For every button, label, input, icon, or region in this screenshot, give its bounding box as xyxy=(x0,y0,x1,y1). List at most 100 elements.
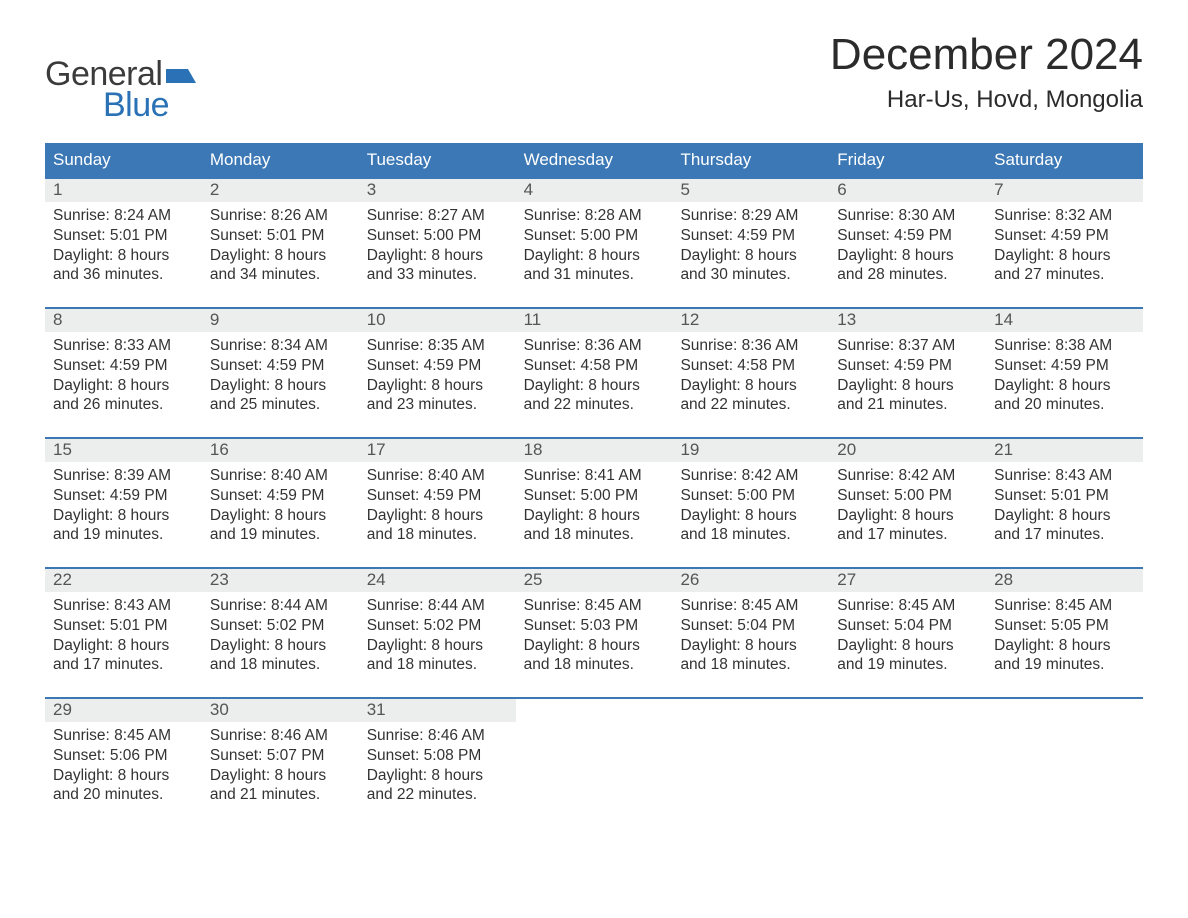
logo-text-blue: Blue xyxy=(103,86,196,125)
header-cell-sunday: Sunday xyxy=(45,143,202,177)
day-content: Sunrise: 8:45 AMSunset: 5:05 PMDaylight:… xyxy=(986,592,1143,681)
day-number: 27 xyxy=(829,569,986,592)
day-content: Sunrise: 8:45 AMSunset: 5:03 PMDaylight:… xyxy=(516,592,673,681)
day-number: 15 xyxy=(45,439,202,462)
top-section: General Blue December 2024 Har-Us, Hovd,… xyxy=(45,30,1143,125)
day-cell: 1Sunrise: 8:24 AMSunset: 5:01 PMDaylight… xyxy=(45,179,202,297)
day-cell: 28Sunrise: 8:45 AMSunset: 5:05 PMDayligh… xyxy=(986,569,1143,687)
day-number: 4 xyxy=(516,179,673,202)
day-cell: 4Sunrise: 8:28 AMSunset: 5:00 PMDaylight… xyxy=(516,179,673,297)
day-cell: 2Sunrise: 8:26 AMSunset: 5:01 PMDaylight… xyxy=(202,179,359,297)
day-number: 3 xyxy=(359,179,516,202)
day-cell: 9Sunrise: 8:34 AMSunset: 4:59 PMDaylight… xyxy=(202,309,359,427)
empty-cell xyxy=(672,699,829,817)
day-content: Sunrise: 8:33 AMSunset: 4:59 PMDaylight:… xyxy=(45,332,202,421)
day-cell: 15Sunrise: 8:39 AMSunset: 4:59 PMDayligh… xyxy=(45,439,202,557)
day-content: Sunrise: 8:37 AMSunset: 4:59 PMDaylight:… xyxy=(829,332,986,421)
day-content: Sunrise: 8:27 AMSunset: 5:00 PMDaylight:… xyxy=(359,202,516,291)
header-cell-friday: Friday xyxy=(829,143,986,177)
day-cell: 23Sunrise: 8:44 AMSunset: 5:02 PMDayligh… xyxy=(202,569,359,687)
empty-cell xyxy=(829,699,986,817)
day-cell: 17Sunrise: 8:40 AMSunset: 4:59 PMDayligh… xyxy=(359,439,516,557)
day-content: Sunrise: 8:43 AMSunset: 5:01 PMDaylight:… xyxy=(986,462,1143,551)
day-content: Sunrise: 8:36 AMSunset: 4:58 PMDaylight:… xyxy=(672,332,829,421)
day-cell: 8Sunrise: 8:33 AMSunset: 4:59 PMDaylight… xyxy=(45,309,202,427)
day-cell: 11Sunrise: 8:36 AMSunset: 4:58 PMDayligh… xyxy=(516,309,673,427)
day-content: Sunrise: 8:30 AMSunset: 4:59 PMDaylight:… xyxy=(829,202,986,291)
day-number: 13 xyxy=(829,309,986,332)
day-content: Sunrise: 8:46 AMSunset: 5:08 PMDaylight:… xyxy=(359,722,516,811)
header-cell-thursday: Thursday xyxy=(672,143,829,177)
day-number: 25 xyxy=(516,569,673,592)
heading: December 2024 Har-Us, Hovd, Mongolia xyxy=(830,30,1143,114)
day-number: 26 xyxy=(672,569,829,592)
day-cell: 18Sunrise: 8:41 AMSunset: 5:00 PMDayligh… xyxy=(516,439,673,557)
day-content: Sunrise: 8:45 AMSunset: 5:04 PMDaylight:… xyxy=(829,592,986,681)
day-content: Sunrise: 8:40 AMSunset: 4:59 PMDaylight:… xyxy=(359,462,516,551)
day-content: Sunrise: 8:45 AMSunset: 5:04 PMDaylight:… xyxy=(672,592,829,681)
day-content: Sunrise: 8:44 AMSunset: 5:02 PMDaylight:… xyxy=(359,592,516,681)
day-number: 16 xyxy=(202,439,359,462)
day-content: Sunrise: 8:26 AMSunset: 5:01 PMDaylight:… xyxy=(202,202,359,291)
calendar: SundayMondayTuesdayWednesdayThursdayFrid… xyxy=(45,143,1143,817)
day-number: 23 xyxy=(202,569,359,592)
day-content: Sunrise: 8:45 AMSunset: 5:06 PMDaylight:… xyxy=(45,722,202,811)
day-content: Sunrise: 8:46 AMSunset: 5:07 PMDaylight:… xyxy=(202,722,359,811)
day-cell: 14Sunrise: 8:38 AMSunset: 4:59 PMDayligh… xyxy=(986,309,1143,427)
day-number: 8 xyxy=(45,309,202,332)
day-number: 28 xyxy=(986,569,1143,592)
day-number: 21 xyxy=(986,439,1143,462)
day-number: 7 xyxy=(986,179,1143,202)
day-cell: 29Sunrise: 8:45 AMSunset: 5:06 PMDayligh… xyxy=(45,699,202,817)
week-row: 8Sunrise: 8:33 AMSunset: 4:59 PMDaylight… xyxy=(45,307,1143,427)
day-content: Sunrise: 8:24 AMSunset: 5:01 PMDaylight:… xyxy=(45,202,202,291)
day-number: 2 xyxy=(202,179,359,202)
logo: General Blue xyxy=(45,55,196,125)
day-cell: 10Sunrise: 8:35 AMSunset: 4:59 PMDayligh… xyxy=(359,309,516,427)
day-number: 19 xyxy=(672,439,829,462)
header-cell-monday: Monday xyxy=(202,143,359,177)
day-cell: 13Sunrise: 8:37 AMSunset: 4:59 PMDayligh… xyxy=(829,309,986,427)
week-row: 15Sunrise: 8:39 AMSunset: 4:59 PMDayligh… xyxy=(45,437,1143,557)
day-number: 10 xyxy=(359,309,516,332)
day-content: Sunrise: 8:29 AMSunset: 4:59 PMDaylight:… xyxy=(672,202,829,291)
day-content: Sunrise: 8:35 AMSunset: 4:59 PMDaylight:… xyxy=(359,332,516,421)
day-cell: 31Sunrise: 8:46 AMSunset: 5:08 PMDayligh… xyxy=(359,699,516,817)
calendar-weeks: 1Sunrise: 8:24 AMSunset: 5:01 PMDaylight… xyxy=(45,177,1143,817)
header-cell-tuesday: Tuesday xyxy=(359,143,516,177)
day-number: 9 xyxy=(202,309,359,332)
day-cell: 12Sunrise: 8:36 AMSunset: 4:58 PMDayligh… xyxy=(672,309,829,427)
day-content: Sunrise: 8:40 AMSunset: 4:59 PMDaylight:… xyxy=(202,462,359,551)
day-number: 18 xyxy=(516,439,673,462)
day-cell: 20Sunrise: 8:42 AMSunset: 5:00 PMDayligh… xyxy=(829,439,986,557)
day-number: 6 xyxy=(829,179,986,202)
day-cell: 21Sunrise: 8:43 AMSunset: 5:01 PMDayligh… xyxy=(986,439,1143,557)
day-number: 24 xyxy=(359,569,516,592)
day-cell: 3Sunrise: 8:27 AMSunset: 5:00 PMDaylight… xyxy=(359,179,516,297)
week-row: 29Sunrise: 8:45 AMSunset: 5:06 PMDayligh… xyxy=(45,697,1143,817)
month-title: December 2024 xyxy=(830,30,1143,80)
location-text: Har-Us, Hovd, Mongolia xyxy=(830,86,1143,114)
day-cell: 5Sunrise: 8:29 AMSunset: 4:59 PMDaylight… xyxy=(672,179,829,297)
day-content: Sunrise: 8:39 AMSunset: 4:59 PMDaylight:… xyxy=(45,462,202,551)
day-cell: 16Sunrise: 8:40 AMSunset: 4:59 PMDayligh… xyxy=(202,439,359,557)
day-content: Sunrise: 8:36 AMSunset: 4:58 PMDaylight:… xyxy=(516,332,673,421)
day-cell: 30Sunrise: 8:46 AMSunset: 5:07 PMDayligh… xyxy=(202,699,359,817)
day-content: Sunrise: 8:28 AMSunset: 5:00 PMDaylight:… xyxy=(516,202,673,291)
day-number: 29 xyxy=(45,699,202,722)
header-cell-saturday: Saturday xyxy=(986,143,1143,177)
day-number: 22 xyxy=(45,569,202,592)
day-cell: 24Sunrise: 8:44 AMSunset: 5:02 PMDayligh… xyxy=(359,569,516,687)
day-number: 17 xyxy=(359,439,516,462)
day-number: 31 xyxy=(359,699,516,722)
empty-cell xyxy=(986,699,1143,817)
day-number: 11 xyxy=(516,309,673,332)
day-content: Sunrise: 8:38 AMSunset: 4:59 PMDaylight:… xyxy=(986,332,1143,421)
calendar-header-row: SundayMondayTuesdayWednesdayThursdayFrid… xyxy=(45,143,1143,177)
day-cell: 7Sunrise: 8:32 AMSunset: 4:59 PMDaylight… xyxy=(986,179,1143,297)
empty-cell xyxy=(516,699,673,817)
day-content: Sunrise: 8:41 AMSunset: 5:00 PMDaylight:… xyxy=(516,462,673,551)
day-content: Sunrise: 8:34 AMSunset: 4:59 PMDaylight:… xyxy=(202,332,359,421)
day-cell: 6Sunrise: 8:30 AMSunset: 4:59 PMDaylight… xyxy=(829,179,986,297)
week-row: 22Sunrise: 8:43 AMSunset: 5:01 PMDayligh… xyxy=(45,567,1143,687)
